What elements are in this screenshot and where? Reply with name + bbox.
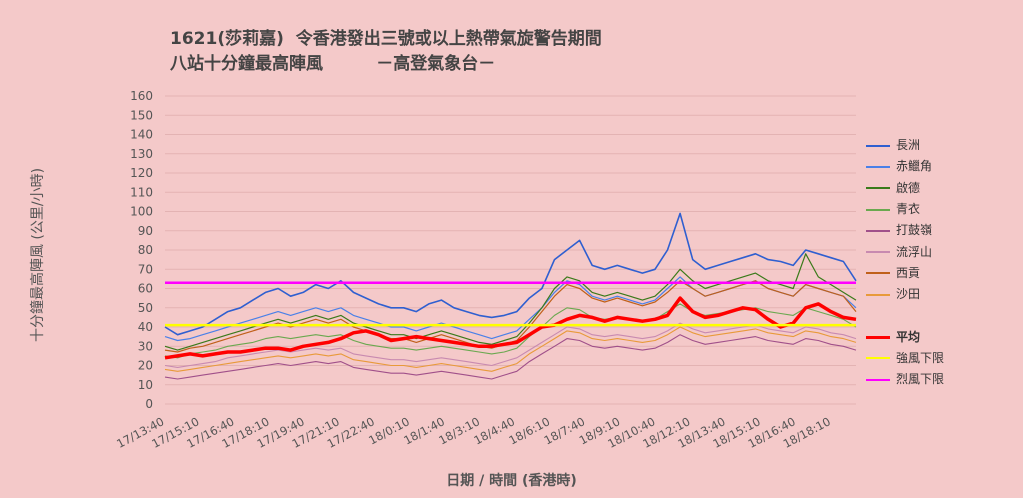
legend-label: 打鼓嶺: [896, 223, 933, 238]
y-tick-label: 50: [138, 301, 153, 315]
legend-label: 青衣: [896, 202, 921, 217]
legend-item: 長洲: [866, 135, 944, 156]
legend-item: 打鼓嶺: [866, 220, 944, 241]
y-tick-label: 80: [138, 243, 153, 257]
legend-label: 赤鱲角: [896, 159, 933, 174]
legend-swatch: [866, 357, 890, 360]
legend-swatch: [866, 335, 890, 339]
legend-swatch: [866, 378, 890, 381]
y-tick-label: 20: [138, 359, 153, 373]
y-tick-label: 120: [130, 166, 153, 180]
legend-swatch: [866, 229, 890, 232]
y-tick-label: 130: [130, 147, 153, 161]
legend-label: 西貢: [896, 265, 921, 280]
legend-swatch: [866, 208, 890, 211]
legend-label: 強風下限: [896, 350, 945, 365]
legend-label: 烈風下限: [896, 372, 945, 387]
legend-swatch: [866, 144, 890, 147]
series-line-打鼓嶺: [164, 334, 857, 380]
y-tick-label: 60: [138, 282, 153, 296]
y-tick-label: 90: [138, 224, 153, 238]
series-line-沙田: [164, 326, 857, 372]
legend-swatch: [866, 165, 890, 168]
y-tick-label: 10: [138, 378, 153, 392]
chart-title-line1: 1621(莎莉嘉) 令香港發出三號或以上熱帶氣旋警告期間: [170, 29, 602, 49]
legend-item: 西貢: [866, 263, 944, 284]
legend-item: 啟德: [866, 178, 944, 199]
y-tick-label: 140: [130, 128, 153, 142]
legend-item: 強風下限: [866, 348, 944, 369]
legend-swatch: [866, 251, 890, 254]
y-tick-label: 110: [130, 185, 153, 199]
legend-item: 平均: [866, 326, 944, 347]
y-tick-label: 30: [138, 339, 153, 353]
legend-swatch: [866, 272, 890, 275]
legend-swatch: [866, 293, 890, 296]
legend-label: 沙田: [896, 287, 921, 302]
legend-label: 平均: [896, 329, 921, 344]
y-tick-label: 40: [138, 320, 153, 334]
legend-swatch: [866, 187, 890, 190]
y-tick-label: 70: [138, 262, 153, 276]
legend-label: 啟德: [896, 180, 921, 195]
series-line-流浮山: [164, 322, 857, 368]
series-line-長洲: [164, 212, 857, 336]
y-tick-label: 100: [130, 205, 153, 219]
chart-title-line2: 八站十分鐘最高陣風 －高登氣象台－: [170, 54, 496, 74]
legend-label: 長洲: [896, 138, 921, 153]
series-line-平均: [164, 296, 857, 360]
chart-legend: 長洲赤鱲角啟德青衣打鼓嶺流浮山西貢沙田平均強風下限烈風下限: [866, 135, 944, 390]
x-axis-label: 日期 / 時間 (香港時): [446, 473, 577, 489]
legend-item: 赤鱲角: [866, 156, 944, 177]
legend-item: 烈風下限: [866, 369, 944, 390]
series-line-啟德: [164, 253, 857, 351]
legend-item: 沙田: [866, 284, 944, 305]
y-tick-label: 160: [130, 89, 153, 103]
legend-label: 流浮山: [896, 244, 933, 259]
y-tick-label: 0: [145, 397, 153, 411]
legend-item: 青衣: [866, 199, 944, 220]
legend-item: 流浮山: [866, 241, 944, 262]
y-tick-label: 150: [130, 108, 153, 122]
